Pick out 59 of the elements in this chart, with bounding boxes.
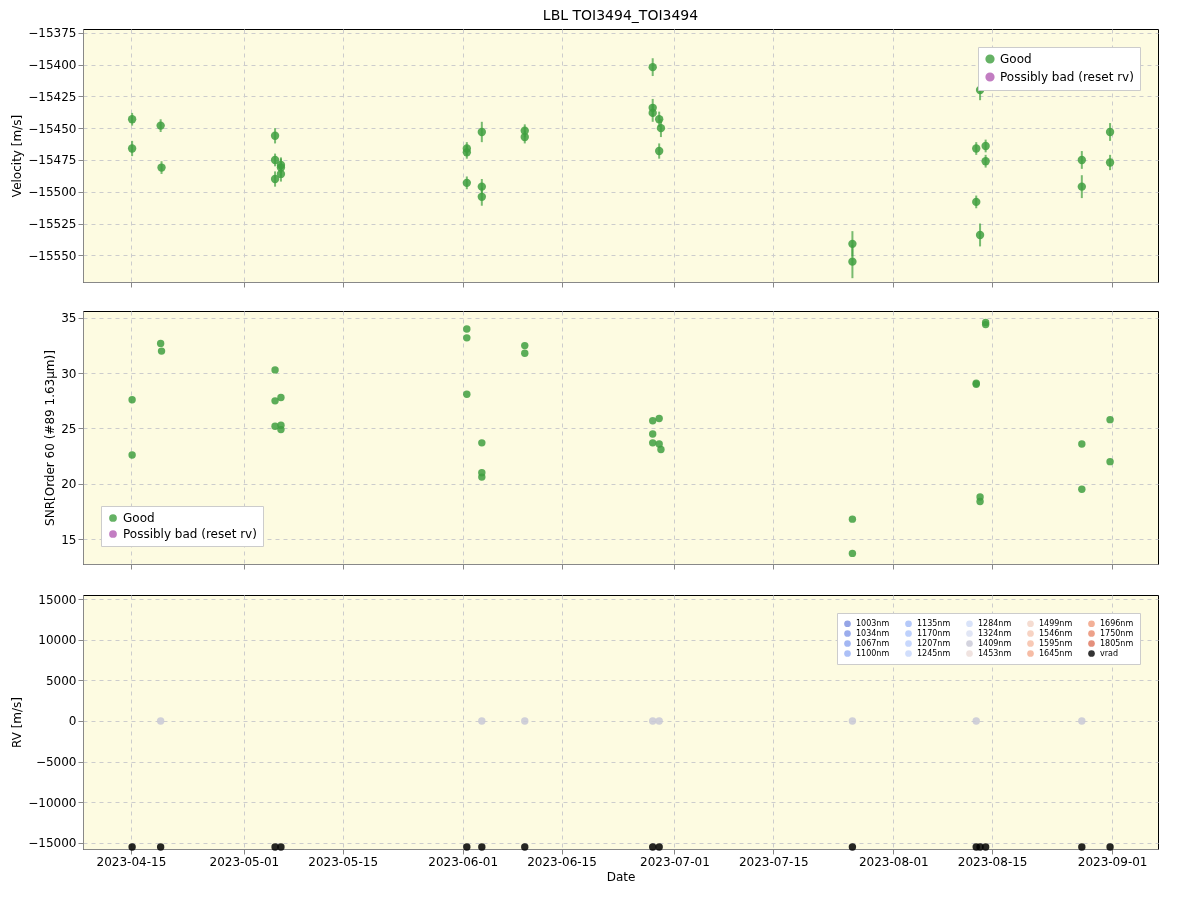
legend-label: 1034nm: [856, 628, 890, 638]
legend-label: 1546nm: [1039, 628, 1073, 638]
y-tick-label: 15: [61, 532, 77, 547]
x-tick-label: 2023-08-01: [858, 854, 929, 869]
y-tick-label: 35: [61, 311, 77, 326]
legend-label: 1805nm: [1100, 638, 1134, 648]
legend-label: Possibly bad (reset rv): [123, 527, 257, 541]
legend-label: 1284nm: [978, 618, 1012, 628]
y-tick-label: −15425: [28, 89, 77, 104]
y-tick-label: 5000: [45, 673, 77, 688]
x-tick-label: 2023-07-15: [738, 854, 809, 869]
legend-label: 1499nm: [1039, 618, 1073, 628]
legend-label: Good: [123, 511, 155, 525]
legend-label: Possibly bad (reset rv): [1000, 70, 1134, 84]
y-axis-title: SNR[Order 60 (#89 1.63μm)]: [43, 350, 58, 526]
y-tick-label: 30: [61, 366, 77, 381]
legend-label: 1245nm: [917, 648, 951, 658]
y-tick-label: −15000: [28, 836, 77, 851]
y-axis-title: RV [m/s]: [10, 696, 25, 749]
x-tick-label: 2023-05-15: [308, 854, 379, 869]
legend-label: 1207nm: [917, 638, 951, 648]
x-tick-label: 2023-08-15: [957, 854, 1028, 869]
legend-label: 1409nm: [978, 638, 1012, 648]
y-tick-label: −15550: [28, 248, 77, 263]
y-tick-label: −15400: [28, 58, 77, 73]
legend-label: Good: [1000, 52, 1032, 66]
y-tick-label: −15525: [28, 217, 77, 232]
y-tick-label: −5000: [35, 755, 77, 770]
y-tick-label: −15450: [28, 121, 77, 136]
x-tick-label: 2023-04-15: [96, 854, 167, 869]
legend-label: vrad: [1100, 648, 1119, 658]
y-tick-label: 15000: [38, 592, 77, 607]
x-tick-label: 2023-07-01: [640, 854, 710, 869]
y-axis-title: Velocity [m/s]: [10, 114, 25, 198]
x-tick-label: 2023-06-01: [428, 854, 499, 869]
legend-label: 1595nm: [1039, 638, 1073, 648]
x-tick-label: 2023-05-01: [209, 854, 280, 869]
legend-label: 1100nm: [856, 648, 890, 658]
y-tick-label: −15375: [28, 26, 77, 41]
y-tick-label: 10000: [38, 633, 77, 648]
x-axis-title: Date: [606, 869, 636, 884]
y-tick-label: 20: [61, 477, 77, 492]
y-tick-label: 25: [61, 421, 77, 436]
x-tick-label: 2023-09-01: [1077, 854, 1148, 869]
legend-label: 1170nm: [917, 628, 951, 638]
y-tick-label: −10000: [28, 795, 77, 810]
chart-title: LBL TOI3494_TOI3494: [542, 6, 699, 23]
legend-label: 1324nm: [978, 628, 1012, 638]
y-tick-label: 0: [68, 714, 77, 729]
legend-label: 1003nm: [856, 618, 890, 628]
legend-label: 1750nm: [1100, 628, 1134, 638]
legend-label: 1696nm: [1100, 618, 1134, 628]
legend-label: 1135nm: [917, 618, 951, 628]
legend-label: 1067nm: [856, 638, 890, 648]
legend-label: 1453nm: [978, 648, 1012, 658]
x-tick-label: 2023-06-15: [527, 854, 597, 869]
legend-label: 1645nm: [1039, 648, 1073, 658]
y-tick-label: −15500: [28, 185, 77, 200]
y-tick-label: −15475: [28, 153, 77, 168]
